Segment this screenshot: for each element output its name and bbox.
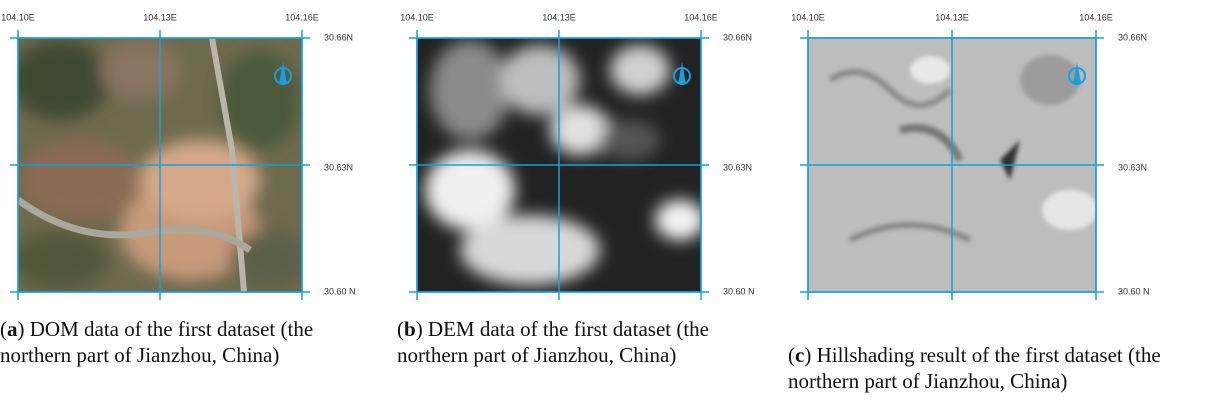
y-tick-label: 30.60 N xyxy=(324,286,356,296)
caption: (c) Hillshading result of the first data… xyxy=(788,342,1208,394)
x-tick-label: 104.13E xyxy=(935,12,969,22)
caption-part: ( xyxy=(397,317,404,341)
y-tick-label: 30.60 N xyxy=(1118,286,1150,296)
x-tick-label: 104.13E xyxy=(143,12,177,22)
page: 104.10E 104.13E 104.16E 30.66N 30.63N 30.60 N… xyxy=(0,0,1210,414)
x-tick-label: 104.16E xyxy=(684,12,718,22)
caption: (b) DEM data of the first dataset (the n… xyxy=(397,316,747,368)
x-tick-label: 104.16E xyxy=(285,12,319,22)
caption-part: ) DEM data of the first dataset (the nor… xyxy=(397,317,709,367)
y-tick-label: 30.63N xyxy=(723,162,752,172)
x-tick-label: 104.16E xyxy=(1079,12,1113,22)
x-tick-label: 104.10E xyxy=(400,12,434,22)
x-tick-label: 104.10E xyxy=(791,12,825,22)
caption-part: b xyxy=(404,317,416,341)
caption-part: ) DOM data of the first dataset (the nor… xyxy=(0,317,313,367)
figure: 104.10E 104.13E 104.16E 30.66N 30.63N 30.60 N… xyxy=(0,0,1210,310)
caption-part: ) Hillshading result of the first datase… xyxy=(788,343,1161,393)
y-tick-label: 30.63N xyxy=(1118,162,1147,172)
y-tick-label: 30.66N xyxy=(723,32,752,42)
y-tick-label: 30.66N xyxy=(1118,32,1147,42)
caption: (a) DOM data of the first dataset (the n… xyxy=(0,316,340,368)
x-tick-label: 104.13E xyxy=(542,12,576,22)
caption-part: ( xyxy=(0,317,7,341)
caption-part: c xyxy=(795,343,804,367)
y-tick-label: 30.63N xyxy=(324,162,353,172)
y-tick-label: 30.60 N xyxy=(723,286,755,296)
caption-part: a xyxy=(7,317,18,341)
x-tick-label: 104.10E xyxy=(1,12,35,22)
y-tick-label: 30.66N xyxy=(324,32,353,42)
caption-part: ( xyxy=(788,343,795,367)
